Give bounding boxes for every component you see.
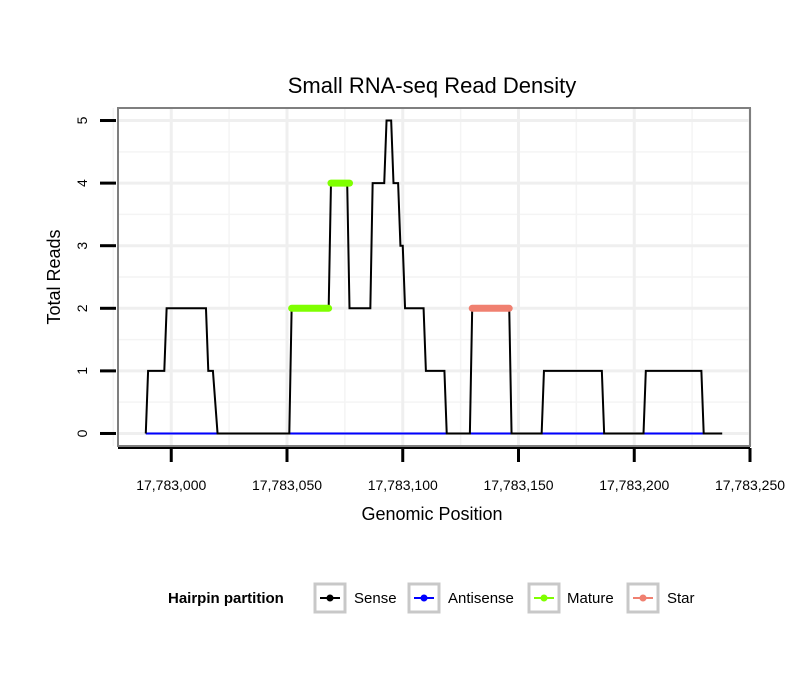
- chart-title: Small RNA-seq Read Density: [288, 73, 577, 98]
- legend-entry-antisense: Antisense: [407, 582, 514, 614]
- y-tick-label: 3: [74, 242, 90, 250]
- x-tick-label: 17,783,050: [252, 477, 322, 493]
- legend-label: Antisense: [448, 590, 514, 607]
- legend-label: Mature: [567, 590, 614, 607]
- y-tick-label: 4: [74, 179, 90, 187]
- legend-key-point: [540, 594, 548, 602]
- x-axis-title: Genomic Position: [361, 504, 502, 524]
- y-tick-label: 1: [74, 367, 90, 375]
- x-axis: 17,783,000 17,783,050 17,783,100 17,783,150…: [118, 447, 785, 493]
- legend-key-point: [639, 594, 647, 602]
- legend-label: Star: [667, 590, 695, 607]
- legend-entry-sense: Sense: [313, 582, 397, 614]
- plot-panel: [112, 107, 752, 447]
- sense-series-line: [144, 119, 723, 435]
- x-tick-label: 17,783,100: [368, 477, 438, 493]
- y-tick-label: 0: [74, 429, 90, 437]
- y-tick-label: 5: [74, 116, 90, 124]
- legend-key-point: [420, 594, 428, 602]
- legend-entries: Sense Antisense Mature Star: [313, 582, 695, 614]
- plot-panel-border: [117, 107, 751, 447]
- legend-label: Sense: [354, 590, 397, 607]
- legend: Hairpin partition Sense Antisense Mature St…: [168, 582, 695, 614]
- x-tick-label: 17,783,000: [136, 477, 206, 493]
- x-tick-label: 17,783,200: [599, 477, 669, 493]
- legend-title: Hairpin partition: [168, 590, 284, 607]
- y-axis: 0 1 2 3 4 5: [74, 116, 116, 437]
- y-axis-title: Total Reads: [44, 229, 64, 324]
- x-tick-label: 17,783,250: [715, 477, 785, 493]
- series-layer: [144, 119, 723, 435]
- y-tick-label: 2: [74, 304, 90, 312]
- legend-entry-star: Star: [626, 582, 695, 614]
- x-tick-label: 17,783,150: [483, 477, 553, 493]
- legend-key-point: [326, 594, 334, 602]
- legend-entry-mature: Mature: [527, 582, 614, 614]
